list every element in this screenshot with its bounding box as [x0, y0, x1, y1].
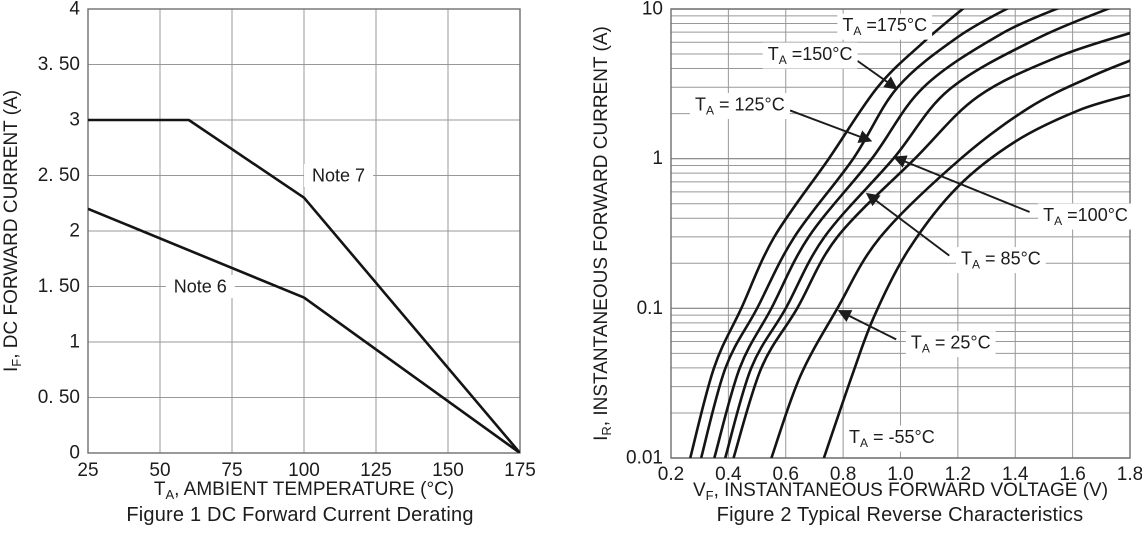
x-tick-label: 1.6	[1059, 464, 1085, 485]
annotation-label-bg	[689, 93, 790, 120]
annotation-label-bg	[762, 42, 858, 69]
y-tick-label: 3	[69, 110, 80, 131]
annotation-arrow	[837, 310, 897, 341]
x-tick-label: 1.8	[1117, 464, 1142, 485]
y-axis-label: IF, DC FORWARD CURRENT (A)	[1, 90, 24, 372]
curve-note6	[88, 207, 520, 453]
annotation-label-bg	[844, 425, 940, 452]
curve-ta100c	[723, 9, 1112, 458]
plot-frame	[87, 8, 521, 454]
annotation-label-bg	[905, 331, 996, 358]
annotation-label-bg	[165, 275, 235, 298]
curve-ta125c	[713, 9, 1060, 458]
y-tick-label: 1	[652, 148, 663, 169]
y-tick-label: 0	[69, 443, 80, 464]
x-tick-label: 1.4	[1002, 464, 1029, 485]
annotation-arrow	[856, 60, 898, 90]
annotation-label-bg	[956, 247, 1046, 274]
x-tick-label: 1.0	[887, 464, 913, 485]
x-tick-label: 150	[432, 460, 464, 481]
x-axis-label: VF, INSTANTANEOUS FORWARD VOLTAGE (V)	[693, 480, 1108, 503]
annotation-arrow	[892, 155, 1030, 213]
annotation-label: Note 6	[174, 277, 227, 297]
x-tick-label: 0.2	[658, 464, 684, 485]
y-tick-label: 2. 50	[38, 165, 80, 186]
figure2-caption: Figure 2 Typical Reverse Characteristics	[716, 504, 1084, 526]
x-tick-label: 0.4	[715, 464, 742, 485]
annotation-label-bg	[1038, 203, 1133, 230]
x-tick-label: 25	[77, 460, 98, 481]
x-tick-label: 175	[504, 460, 536, 481]
annotation-label: TA = 25°C	[911, 333, 991, 356]
y-tick-label: 0.1	[637, 298, 663, 319]
x-axis-label: TA, AMBIENT TEMPERATURE (°C)	[154, 479, 454, 502]
x-tick-label: 0.8	[830, 464, 856, 485]
figure1-derating-chart: Note 7 Note 6 4 3. 50 3 2. 50 2 1. 50 1 0. 50 0 25 5…	[0, 0, 570, 542]
y-tick-label: 10	[642, 0, 663, 20]
x-tick-label: 50	[149, 460, 170, 481]
plot-frame	[670, 8, 1131, 459]
figure2-plot-svg: TA =175°CTA =150°CTA = 125°CTA =100°CTA …	[591, 0, 1142, 503]
annotation-label: TA = 125°C	[695, 95, 785, 118]
annotation-label: TA = 85°C	[961, 249, 1041, 272]
annotation-label: TA = -55°C	[849, 427, 935, 450]
annotation-label: TA =175°C	[842, 15, 927, 38]
curve-ta-55c	[822, 93, 1130, 458]
annotation-label-bg	[837, 13, 933, 40]
x-tick-label: 100	[288, 460, 320, 481]
y-tick-label: 1. 50	[38, 276, 80, 297]
y-tick-label: 4	[69, 0, 80, 20]
x-tick-label: 1.2	[945, 464, 971, 485]
figure2-reverse-characteristics-chart: TA =175°C TA =150°C TA = 125°C TA =100°C TA …	[571, 0, 1142, 542]
curve-note7	[88, 118, 520, 453]
annotation-arrow	[789, 109, 873, 143]
y-tick-label: 1	[69, 332, 80, 353]
y-tick-label: 2	[69, 221, 80, 242]
figure1-plot-svg: Note 7 Note 6 4 3. 50 3 2. 50 2 1. 50 1 0. 50 025 5…	[1, 0, 536, 502]
curve-ta25c	[770, 59, 1130, 458]
annotation-label: TA =100°C	[1043, 205, 1128, 228]
x-tick-label: 125	[360, 460, 392, 481]
y-tick-label: 0. 50	[38, 387, 80, 408]
figure1-caption: Figure 1 DC Forward Current Derating	[126, 504, 474, 526]
y-tick-label: 0.01	[626, 448, 663, 469]
y-tick-label: 3. 50	[38, 54, 80, 75]
annotation-label-bg	[304, 164, 374, 187]
y-axis-label: IR, INSTANTANEOUS FORWARD CURRENT (A)	[591, 26, 614, 441]
curve-ta175c	[688, 9, 965, 458]
annotation-label: TA =150°C	[768, 44, 853, 67]
x-tick-label: 0.6	[773, 464, 799, 485]
x-tick-label: 75	[221, 460, 242, 481]
curve-ta150c	[699, 9, 1010, 458]
annotation-label: Note 7	[312, 166, 365, 186]
annotation-arrow	[865, 192, 950, 257]
